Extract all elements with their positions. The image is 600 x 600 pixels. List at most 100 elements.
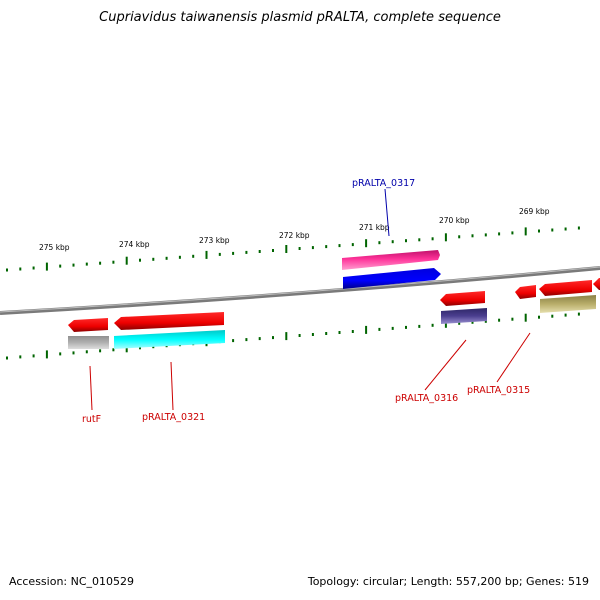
scale-label-272kbp: 272 kbp <box>279 231 310 240</box>
scale-label-271kbp: 271 kbp <box>359 223 390 232</box>
lower-scale-minor-tick <box>59 352 62 356</box>
upper-scale-minor-tick <box>218 252 221 256</box>
gene-arrow-pralta-0317[interactable] <box>342 250 440 270</box>
scale-label-274kbp: 274 kbp <box>119 240 150 249</box>
upper-scale-major-tick <box>444 233 447 242</box>
upper-scale-minor-tick <box>511 231 514 235</box>
upper-scale-minor-tick <box>551 228 554 232</box>
upper-scale-minor-tick <box>391 240 394 244</box>
leader-line-rutf <box>89 365 93 411</box>
lower-scale-minor-tick <box>391 326 394 330</box>
lower-scale-minor-tick <box>245 338 248 342</box>
accession-text: Accession: NC_010529 <box>9 575 135 588</box>
lower-scale-major-tick <box>524 313 527 322</box>
upper-scale-minor-tick <box>351 243 354 247</box>
upper-scale-minor-tick <box>311 246 314 250</box>
gene-label-pralta-0317[interactable]: pRALTA_0317 <box>352 178 415 189</box>
lower-scale-minor-tick <box>139 346 141 350</box>
upper-scale-major-tick <box>45 262 48 271</box>
feature-pralta-0316[interactable] <box>440 291 487 324</box>
lower-scale-minor-tick <box>418 324 421 328</box>
upper-scale-minor-tick <box>418 238 421 242</box>
leader-line-pralta-0321 <box>170 361 174 411</box>
lower-scale-major-tick <box>444 319 447 328</box>
gene-arrow-pralta-0315-a[interactable] <box>515 285 536 299</box>
gene-label-rutf[interactable]: rutF <box>82 414 101 425</box>
upper-scale-minor-tick <box>258 250 261 253</box>
upper-scale-minor-tick <box>484 233 487 237</box>
upper-scale-minor-tick <box>378 241 381 245</box>
scale-label-270kbp: 270 kbp <box>439 216 470 225</box>
upper-scale-minor-tick <box>498 232 501 236</box>
upper-scale-minor-tick <box>99 261 102 265</box>
upper-scale-minor-tick <box>139 258 141 262</box>
cds-arrow-pralta-0317[interactable] <box>343 268 441 289</box>
upper-scale-minor-tick <box>165 256 168 260</box>
feature-pralta-0321[interactable] <box>114 312 225 349</box>
lower-scale-minor-tick <box>551 314 554 318</box>
cds-box-pralta-0321[interactable] <box>114 330 225 349</box>
upper-scale-minor-tick <box>338 244 341 248</box>
lower-scale-minor-tick <box>72 351 75 355</box>
lower-scale-minor-tick <box>564 313 567 317</box>
gene-arrow-edge[interactable] <box>593 278 600 290</box>
upper-scale-minor-tick <box>471 234 474 238</box>
upper-scale-minor-tick <box>72 263 75 267</box>
gene-label-pralta-0316[interactable]: pRALTA_0316 <box>395 393 458 404</box>
gene-arrow-pralta-0315-b[interactable] <box>539 280 592 296</box>
lower-scale-minor-tick <box>32 354 35 358</box>
lower-scale-minor-tick <box>85 350 88 354</box>
feature-pralta-0317[interactable] <box>342 250 441 289</box>
lower-scale-minor-tick <box>112 348 115 352</box>
cds-box-pralta-0316[interactable] <box>441 308 487 324</box>
cds-box-rutf[interactable] <box>68 336 109 349</box>
lower-scale-minor-tick <box>484 319 487 323</box>
upper-scale-minor-tick <box>232 251 235 255</box>
lower-scale-minor-tick <box>378 327 381 331</box>
upper-scale-minor-tick <box>431 237 434 241</box>
feature-pralta-0315[interactable] <box>515 278 600 313</box>
lower-scale-minor-tick <box>351 330 354 333</box>
lower-scale-minor-tick <box>405 325 407 329</box>
lower-scale-minor-tick <box>311 333 314 336</box>
upper-scale-minor-tick <box>85 262 88 266</box>
upper-scale-ticks <box>6 226 580 272</box>
gene-arrow-pralta-0316[interactable] <box>440 291 485 306</box>
upper-scale-major-tick <box>285 245 288 253</box>
feature-rutf[interactable] <box>68 318 109 349</box>
upper-scale-major-tick <box>125 256 128 265</box>
leader-line-pralta-0317 <box>384 188 390 237</box>
gene-label-pralta-0315[interactable]: pRALTA_0315 <box>467 385 530 396</box>
lower-scale-minor-tick <box>577 312 580 316</box>
lower-scale-minor-tick <box>458 321 461 325</box>
upper-scale-minor-tick <box>112 260 115 264</box>
upper-scale-minor-tick <box>405 239 407 243</box>
sequence-backbone <box>0 266 600 315</box>
scale-label-275kbp: 275 kbp <box>39 243 70 252</box>
lower-scale-minor-tick <box>511 317 514 321</box>
leader-line-pralta-0316 <box>424 339 467 391</box>
scale-label-269kbp: 269 kbp <box>519 207 550 216</box>
lower-scale-minor-tick <box>498 318 501 322</box>
map-title: Cupriavidus taiwanensis plasmid pRALTA, … <box>99 10 501 25</box>
gene-arrow-pralta-0321[interactable] <box>114 312 224 330</box>
upper-scale-minor-tick <box>192 254 195 258</box>
cds-box-pralta-0315[interactable] <box>540 295 596 313</box>
scale-label-273kbp: 273 kbp <box>199 236 230 245</box>
lower-scale-minor-tick <box>258 337 261 341</box>
lower-scale-minor-tick <box>325 332 328 335</box>
lower-scale-major-tick <box>365 325 368 334</box>
lower-scale-minor-tick <box>19 355 22 359</box>
upper-scale-minor-tick <box>19 267 22 271</box>
sequence-backbone-highlight <box>0 266 600 313</box>
upper-scale-major-tick <box>365 239 368 248</box>
upper-scale-minor-tick <box>59 264 62 268</box>
lower-scale-minor-tick <box>272 336 274 340</box>
upper-scale-minor-tick <box>6 268 8 272</box>
upper-scale-minor-tick <box>152 257 155 261</box>
lower-scale-minor-tick <box>538 315 540 319</box>
gene-label-pralta-0321[interactable]: pRALTA_0321 <box>142 412 205 423</box>
gene-arrow-rutf[interactable] <box>68 318 108 332</box>
upper-scale-minor-tick <box>564 227 567 231</box>
